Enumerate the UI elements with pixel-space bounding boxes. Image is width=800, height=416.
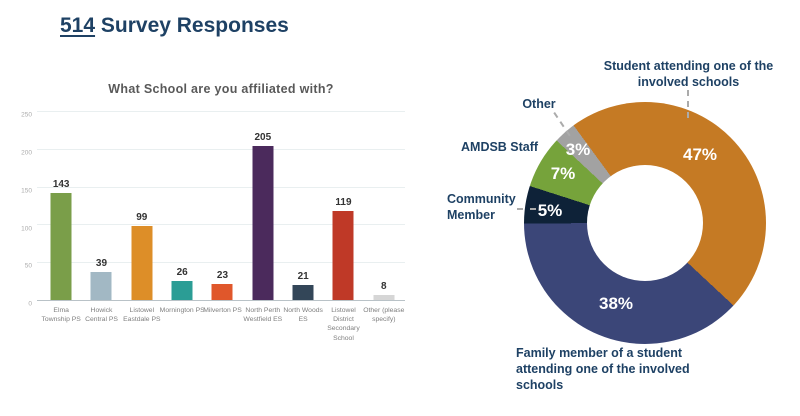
bar-category-label: Mornington PS [159,307,205,314]
bar-category-label: Listowel District Secondary School [327,307,360,342]
donut-hole [587,165,703,281]
bar-category-label: Listowel Eastdale PS [123,307,161,324]
bar-value-label: 99 [136,212,148,224]
y-axis-tick-label: 250 [21,111,32,119]
school-affiliation-bar-chart: What School are you affiliated with? 0 50… [0,78,430,378]
bar-category-label: Howick Central PS [85,307,118,324]
gridline [37,111,405,112]
leader-line-community [517,208,536,210]
bar-slot: 21 North Woods ES [283,112,323,323]
leader-line-other [553,112,571,137]
bar-slot: 205 North Perth Westfield ES [243,112,283,323]
gridline [37,186,405,188]
donut-label-amdsb: AMDSB Staff [461,140,539,154]
donut-percent-amdsb: 7% [550,164,576,183]
bar-value-label: 39 [95,257,108,269]
bar-slot: 26 Mornington PS [160,112,205,314]
bar-slot: 39 Howick Central PS [81,112,121,324]
donut-label-family: Family member of a student attending one… [516,346,690,392]
y-axis-tick-label: 100 [21,225,32,233]
bar-category-label: Milverton PS [203,307,242,314]
bar [211,283,233,301]
page-title-text: Survey Responses [95,14,289,37]
donut-label-student: Student attending one of the involved sc… [603,59,774,89]
bar-category-label: Elma Township PS [41,307,81,324]
x-axis-line [37,300,405,301]
donut-percent-family: 38% [598,294,634,313]
bar [332,211,354,301]
bar [171,281,193,301]
survey-response-count: 514 [60,14,96,37]
donut-label-other: Other [522,97,556,111]
bar-slot: 8 Other (please specify) [363,112,404,323]
bar-value-label: 143 [52,178,70,190]
bar-value-label: 8 [381,280,387,292]
bar [292,285,314,301]
bar-slots: 143 Elma Township PS 39 Howick Central PS 99… [41,112,405,341]
page-title: 514 Survey Responses [60,14,289,38]
y-axis-tick-label: 0 [28,300,32,308]
gridline [37,148,405,150]
bar [131,226,153,301]
bar-slot: 143 Elma Township PS [41,112,81,323]
bar [252,146,274,301]
leader-line-student [687,90,689,118]
bar-value-label: 21 [297,271,309,283]
y-axis-tick-label: 200 [21,149,32,157]
bar-value-label: 119 [335,197,352,209]
bar-value-label: 23 [216,269,229,281]
bar-category-label: North Perth Westfield ES [243,307,283,324]
bar-value-label: 26 [176,267,188,279]
bar-category-label: North Woods ES [283,307,323,324]
donut-percent-community: 5% [537,201,563,220]
bar-value-label: 205 [254,132,272,144]
donut-label-community: Community Member [447,192,516,222]
bar-chart-plot-area: 0 50 100 150 200 250 143 Elma Township PS 39 Howi… [21,111,405,342]
donut-percent-other: 3% [565,140,591,159]
bar-chart-title: What School are you affiliated with? [108,82,334,96]
bar [90,271,112,301]
y-axis-tick-label: 150 [21,187,32,195]
bar-slot: 99 Listowel Eastdale PS [122,112,162,323]
gridline [37,262,405,264]
gridline [37,224,405,226]
bar-slot: 119 Listowel District Secondary School [323,112,363,341]
y-axis-tick-label: 50 [24,262,32,270]
bar-slot: 23 Milverton PS [202,112,242,314]
bar [373,294,395,301]
bar [50,192,72,301]
bar-category-label: Other (please specify) [363,307,405,324]
donut-percent-student: 47% [682,145,718,164]
